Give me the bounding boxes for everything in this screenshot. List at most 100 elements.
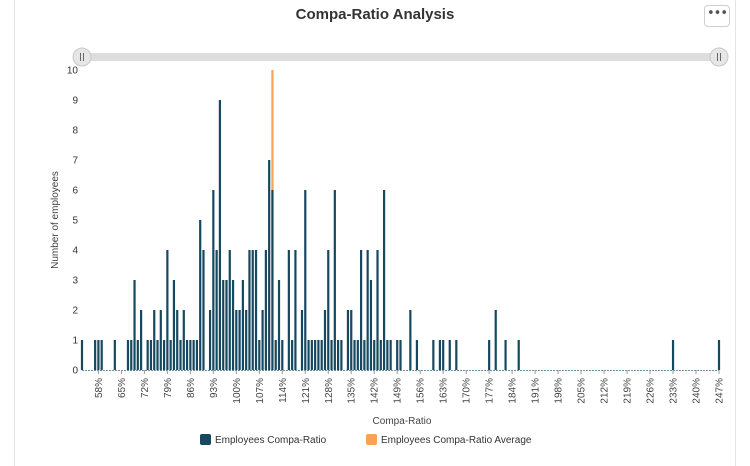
bar[interactable] (300, 310, 304, 370)
bar[interactable] (281, 340, 284, 370)
bar[interactable] (222, 280, 225, 370)
bar[interactable] (396, 340, 399, 370)
bar[interactable] (136, 340, 139, 370)
bar[interactable] (340, 340, 343, 370)
bar[interactable] (215, 250, 218, 370)
bar[interactable] (189, 340, 192, 370)
chart-menu-button[interactable]: ••• (704, 5, 730, 27)
bar[interactable] (261, 310, 264, 370)
bar[interactable] (251, 250, 254, 370)
bar[interactable] (179, 340, 182, 370)
bar[interactable] (376, 250, 379, 370)
bar[interactable] (294, 250, 297, 370)
bar[interactable] (415, 340, 419, 370)
slider-handle-left[interactable] (72, 47, 92, 67)
bar[interactable] (241, 280, 244, 370)
bar[interactable] (80, 340, 84, 370)
bar[interactable] (291, 340, 294, 370)
bar[interactable] (333, 190, 336, 370)
bar[interactable] (442, 340, 445, 370)
bar[interactable] (94, 340, 97, 370)
bar[interactable] (130, 340, 133, 370)
bar[interactable] (409, 310, 412, 370)
bar[interactable] (517, 340, 520, 370)
bar[interactable] (225, 280, 228, 370)
bar[interactable] (248, 250, 251, 370)
bar[interactable] (346, 310, 350, 370)
bar[interactable] (212, 190, 215, 370)
bar[interactable] (199, 220, 202, 370)
bar[interactable] (369, 280, 373, 370)
bar[interactable] (176, 310, 179, 370)
bar[interactable] (337, 340, 340, 370)
bar[interactable] (382, 190, 386, 370)
bar[interactable] (156, 340, 159, 370)
slider-track[interactable] (80, 53, 720, 61)
bar[interactable] (432, 340, 435, 370)
bar[interactable] (438, 340, 441, 370)
bar[interactable] (323, 310, 327, 370)
bar[interactable] (448, 340, 451, 370)
bar[interactable] (304, 190, 307, 370)
bar[interactable] (140, 310, 143, 370)
bar[interactable] (268, 160, 271, 370)
bar[interactable] (353, 340, 356, 370)
bar[interactable] (208, 310, 212, 370)
bar[interactable] (455, 340, 458, 370)
bar[interactable] (100, 340, 103, 370)
bar[interactable] (264, 250, 267, 370)
bar[interactable] (274, 340, 277, 370)
range-slider[interactable] (72, 47, 729, 67)
bar[interactable] (195, 340, 199, 370)
bar[interactable] (172, 280, 176, 370)
bar[interactable] (146, 340, 149, 370)
bar[interactable] (113, 340, 116, 370)
bar[interactable] (245, 310, 248, 370)
bar[interactable] (317, 340, 320, 370)
bar[interactable] (185, 340, 189, 370)
bar[interactable] (228, 250, 231, 370)
legend-item-compa-ratio-average[interactable]: Employees Compa-Ratio Average (366, 434, 532, 446)
bar[interactable] (126, 340, 130, 370)
bar[interactable] (399, 340, 402, 370)
bar[interactable] (307, 340, 310, 370)
bar[interactable] (360, 250, 363, 370)
bar[interactable] (504, 340, 507, 370)
bar[interactable] (254, 250, 258, 370)
bar[interactable] (363, 340, 366, 370)
bar[interactable] (169, 340, 172, 370)
bar[interactable] (238, 310, 241, 370)
bar[interactable] (389, 340, 392, 370)
bar[interactable] (149, 340, 153, 370)
bar[interactable] (287, 250, 290, 370)
bar[interactable] (166, 250, 169, 370)
bar[interactable] (350, 310, 353, 370)
bar[interactable] (373, 340, 376, 370)
bar[interactable] (182, 310, 185, 370)
bar[interactable] (97, 340, 100, 370)
bar[interactable] (366, 250, 369, 370)
bar[interactable] (386, 340, 389, 370)
bar[interactable] (327, 250, 330, 370)
bar[interactable] (379, 340, 382, 370)
bar[interactable] (258, 340, 261, 370)
bar[interactable] (271, 190, 274, 370)
bar[interactable] (330, 340, 333, 370)
bar[interactable] (356, 340, 359, 370)
bar[interactable] (488, 340, 491, 370)
bar[interactable] (133, 280, 136, 370)
bar[interactable] (159, 310, 162, 370)
bar[interactable] (320, 340, 323, 370)
slider-handle-right[interactable] (709, 47, 729, 67)
bar[interactable] (231, 280, 235, 370)
bar[interactable] (494, 310, 497, 370)
legend-item-compa-ratio[interactable]: Employees Compa-Ratio (200, 434, 327, 446)
bar[interactable] (192, 340, 195, 370)
bar[interactable] (153, 310, 156, 370)
bar[interactable] (314, 340, 317, 370)
bar[interactable] (310, 340, 313, 370)
bar[interactable] (277, 280, 281, 370)
bar[interactable] (717, 340, 721, 370)
bar[interactable] (162, 340, 166, 370)
bar[interactable] (671, 340, 675, 370)
